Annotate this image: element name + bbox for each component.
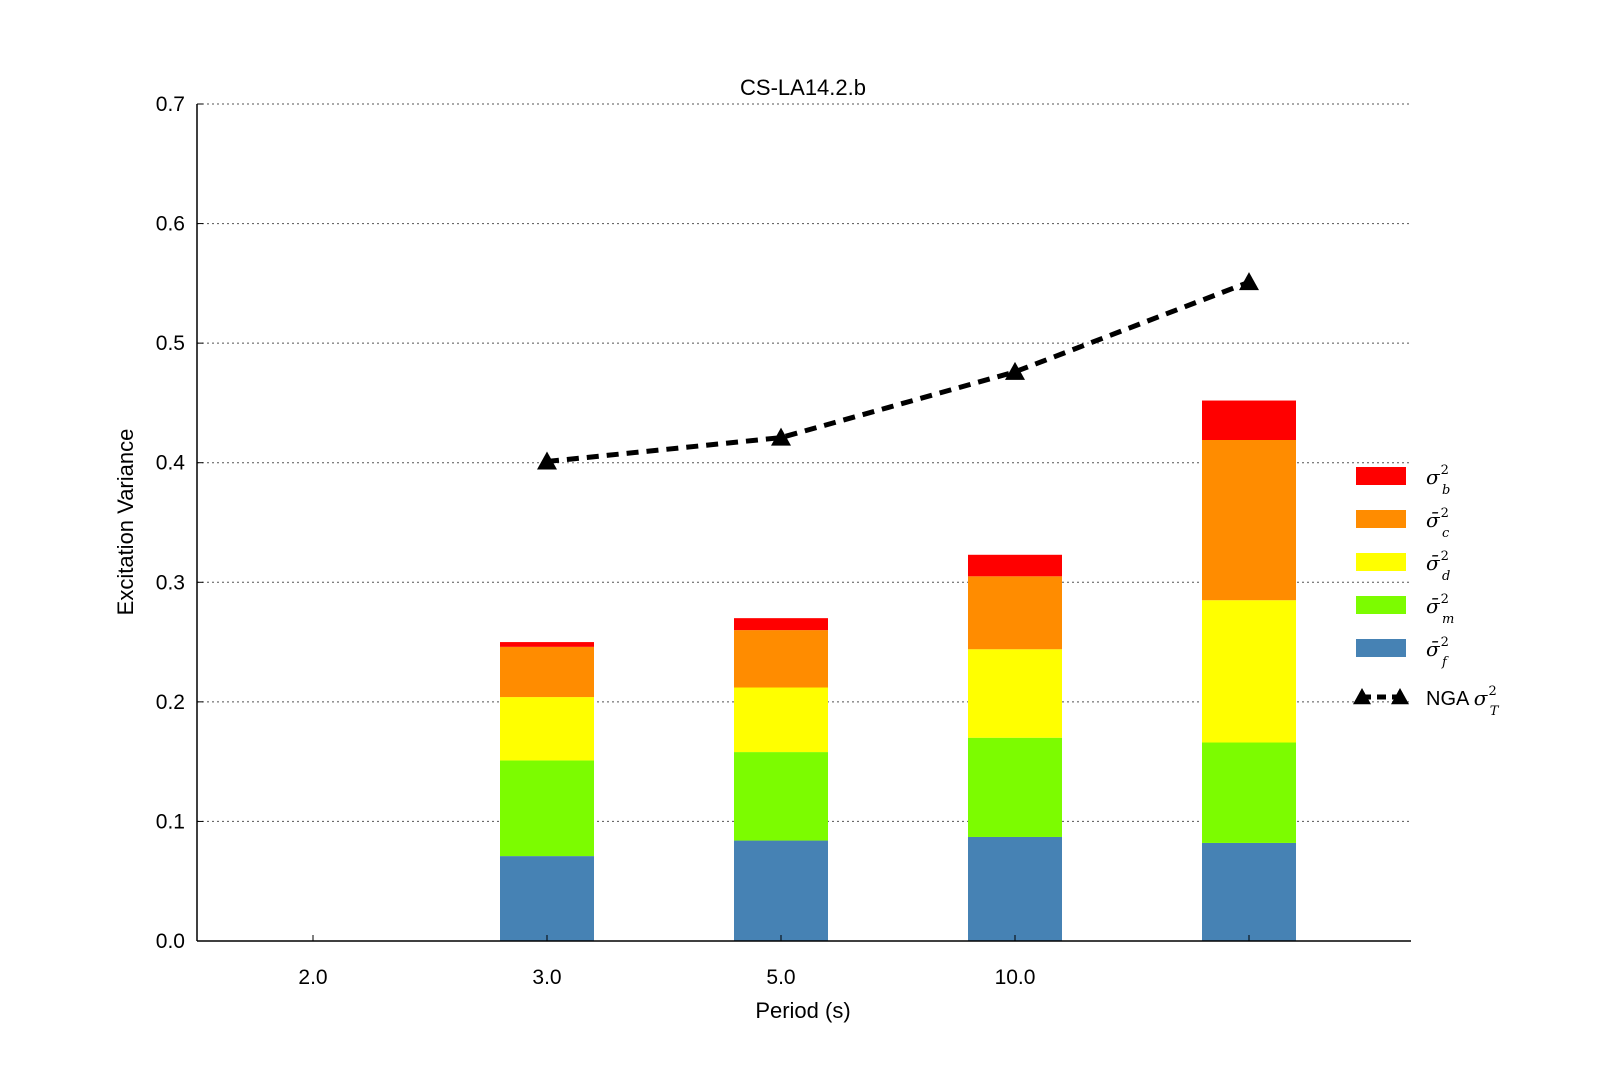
line-series	[537, 272, 1259, 470]
legend-swatch	[1356, 467, 1406, 485]
bar-segment	[734, 630, 828, 688]
bar-segment	[968, 649, 1062, 738]
legend-swatch	[1356, 639, 1406, 657]
bar-segment	[734, 618, 828, 631]
bar-segment	[500, 646, 594, 698]
nga-marker	[1239, 272, 1259, 291]
chart-title: CS-LA14.2.b	[740, 75, 866, 100]
legend-marker	[1353, 688, 1371, 705]
bar-segment	[1202, 600, 1296, 743]
legend-label: σ̄2 m	[1426, 592, 1454, 627]
nga-marker	[1005, 361, 1025, 380]
legend-label: σ̄2 d	[1426, 549, 1450, 584]
x-tick-label: 5.0	[766, 966, 795, 989]
bar-segment	[968, 554, 1062, 577]
bar-segment	[500, 697, 594, 761]
bar-segment	[734, 687, 828, 753]
bar-segment	[1202, 439, 1296, 601]
legend-label: σ̄2 f	[1426, 635, 1449, 670]
bars	[500, 400, 1296, 941]
y-tick-label: 0.7	[156, 93, 185, 116]
legend-label: σ2 b	[1426, 463, 1450, 498]
y-tick-label: 0.6	[156, 213, 185, 236]
bar-segment	[968, 576, 1062, 650]
bar-segment	[1202, 842, 1296, 941]
bar-segment	[734, 752, 828, 841]
bar-segment	[500, 642, 594, 647]
legend-marker	[1391, 688, 1409, 705]
y-tick-label: 0.3	[156, 571, 185, 594]
y-tick-label: 0.1	[156, 810, 185, 833]
bar-segment	[968, 836, 1062, 941]
legend: σ2 b σ̄2 c σ̄2 d σ̄2 m σ̄2 f NGA σ2 T	[1353, 463, 1500, 719]
nga-marker	[771, 427, 791, 446]
y-axis-title: Excitation Variance	[113, 429, 138, 616]
bar-segment	[734, 840, 828, 941]
x-axis-title: Period (s)	[755, 998, 850, 1023]
legend-swatch	[1356, 510, 1406, 528]
bar-segment	[1202, 742, 1296, 843]
legend-label: σ̄2 c	[1426, 506, 1450, 541]
nga-marker	[537, 451, 557, 470]
y-tick-label: 0.5	[156, 332, 185, 355]
axes: 0.0 0.1 0.2 0.3 0.4 0.5 0.6 0.7 2.0 3.0 5.0 10.0	[156, 93, 1411, 989]
x-tick-label: 3.0	[532, 966, 561, 989]
nga-line	[546, 279, 1250, 465]
x-tick-label: 2.0	[298, 966, 327, 989]
bar-segment	[500, 856, 594, 941]
y-tick-label: 0.4	[156, 452, 186, 475]
x-tick-label: 10.0	[995, 966, 1036, 989]
y-tick-label: 0.2	[156, 691, 185, 714]
bar-segment	[968, 737, 1062, 837]
legend-swatch	[1356, 553, 1406, 571]
bar-segment	[1202, 400, 1296, 440]
bar-segment	[500, 760, 594, 857]
legend-swatch	[1356, 596, 1406, 614]
legend-label: NGA σ2 T	[1426, 684, 1500, 719]
y-tick-label: 0.0	[156, 930, 185, 953]
